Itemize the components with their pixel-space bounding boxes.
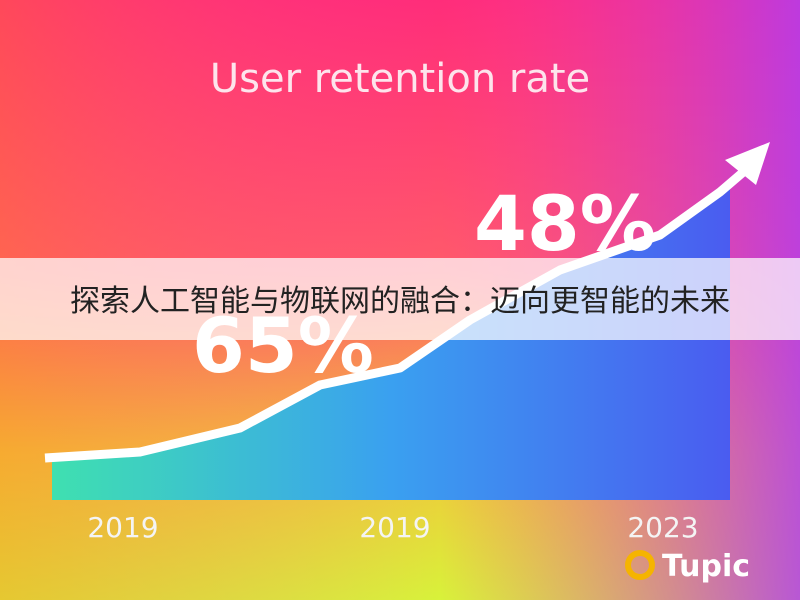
- logo-icon: [625, 550, 655, 580]
- banner-text: 探索人工智能与物联网的融合：迈向更智能的未来: [70, 284, 730, 319]
- x-label: 2019: [87, 511, 158, 544]
- area: [52, 188, 730, 500]
- arrow-head: [725, 142, 770, 185]
- title: User retention rate: [210, 56, 590, 102]
- trend-line: [44, 164, 751, 463]
- highlight: 48%: [474, 179, 656, 268]
- x-label: 2023: [627, 511, 698, 544]
- watermark: Tupic: [662, 549, 750, 584]
- banner-band: [0, 258, 800, 340]
- x-label: 2019: [359, 511, 430, 544]
